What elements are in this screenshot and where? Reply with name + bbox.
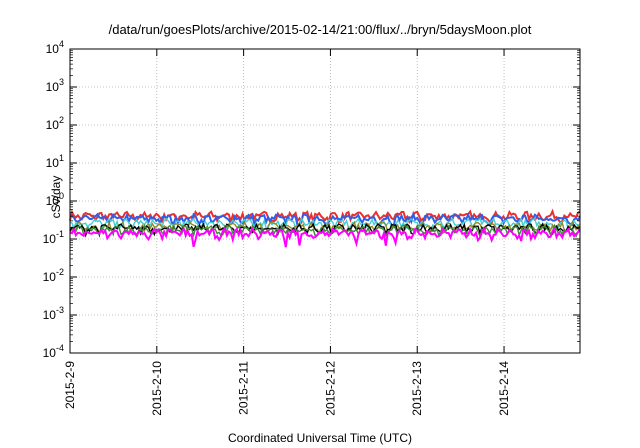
y-tick-base: 10: [43, 232, 57, 246]
y-tick-exp: 3: [59, 77, 64, 87]
x-tick-label: 2015-2-9: [63, 361, 77, 409]
y-tick-label: 10-2: [43, 267, 64, 284]
series-line: [69, 210, 581, 228]
x-tick-label: 2015-2-10: [150, 361, 164, 416]
x-tick-labels: 2015-2-9 2015-2-10 2015-2-11 2015-2-12 2015-…: [63, 361, 511, 416]
y-tick-label: 100: [46, 191, 64, 208]
y-tick-exp: -1: [56, 229, 64, 239]
y-tick-base: 10: [46, 194, 60, 208]
x-tick-label: 2015-2-14: [497, 361, 511, 416]
y-tick-exp: 0: [59, 191, 64, 201]
chart-title: /data/run/goesPlots/archive/2015-02-14/2…: [108, 22, 532, 37]
y-tick-base: 10: [46, 156, 60, 170]
series-group: [69, 208, 581, 248]
y-tick-label: 102: [46, 115, 64, 132]
y-tick-label: 103: [46, 77, 64, 94]
y-tick-base: 10: [46, 42, 60, 56]
x-tick-label: 2015-2-13: [410, 361, 424, 416]
y-tick-exp: -3: [56, 305, 64, 315]
y-tick-label: 104: [46, 39, 64, 56]
series-line: [69, 226, 581, 248]
y-tick-exp: 1: [59, 153, 64, 163]
y-tick-label: 10-3: [43, 305, 64, 322]
grid: [70, 49, 580, 353]
y-tick-base: 10: [46, 80, 60, 94]
ticks: [69, 48, 580, 354]
x-tick-label: 2015-2-11: [237, 361, 251, 415]
series-line: [69, 223, 581, 239]
x-axis-label: Coordinated Universal Time (UTC): [227, 431, 413, 445]
y-tick-base: 10: [43, 346, 57, 360]
y-tick-exp: -4: [56, 343, 64, 353]
y-tick-label: 10-4: [43, 343, 64, 360]
y-tick-label: 10-1: [43, 229, 64, 246]
y-tick-exp: 4: [59, 39, 64, 49]
y-tick-label: 101: [46, 153, 64, 170]
x-tick-label: 2015-2-12: [323, 361, 337, 416]
y-tick-base: 10: [43, 270, 57, 284]
y-tick-exp: -2: [56, 267, 64, 277]
series-line: [69, 208, 581, 226]
y-tick-exp: 2: [59, 115, 64, 125]
y-tick-base: 10: [46, 118, 60, 132]
y-tick-base: 10: [43, 308, 57, 322]
